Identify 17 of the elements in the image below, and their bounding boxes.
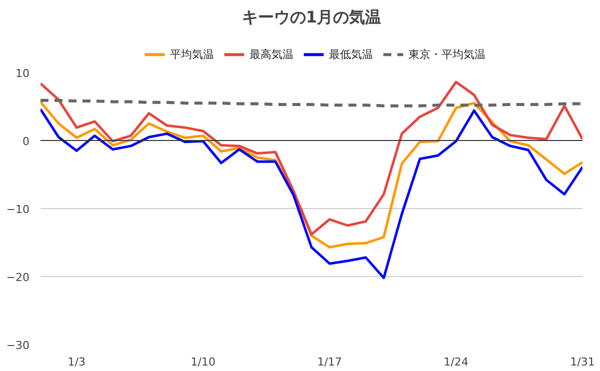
y-tick-label: −20 <box>6 271 30 284</box>
y-tick-label: −30 <box>6 339 30 352</box>
chart-title: キーウの1月の気温 <box>242 8 382 26</box>
x-tick-label: 1/31 <box>570 356 595 368</box>
legend-label: 東京・平均気温 <box>408 48 486 62</box>
line-series <box>40 108 582 280</box>
y-tick-label: 10 <box>16 67 30 80</box>
line-series <box>40 80 582 236</box>
legend-label: 最高気温 <box>250 48 294 62</box>
y-tick-label: 0 <box>22 135 30 148</box>
legend-label: 平均気温 <box>170 48 214 62</box>
x-tick-label: 1/10 <box>190 356 216 368</box>
x-tick-label: 1/24 <box>444 356 468 368</box>
x-tick-label: 1/17 <box>317 356 342 368</box>
legend-label: 最低気温 <box>329 48 374 62</box>
y-tick-label: −10 <box>6 203 30 216</box>
x-tick-label: 1/3 <box>68 356 86 368</box>
